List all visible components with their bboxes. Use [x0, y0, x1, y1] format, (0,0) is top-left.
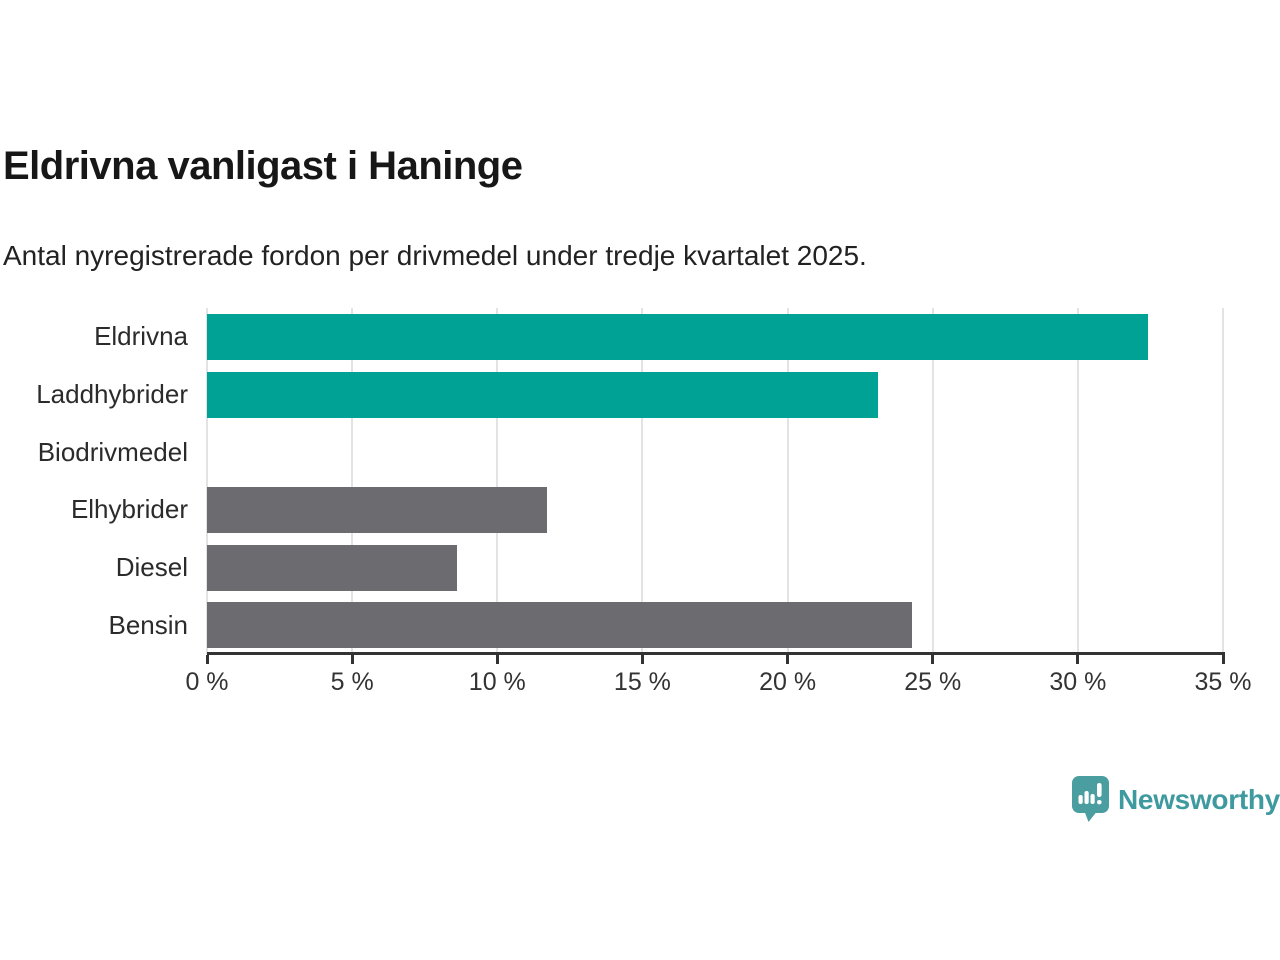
- x-tick-label: 10 %: [468, 668, 526, 696]
- gridline: [496, 308, 499, 654]
- chart-subtitle: Antal nyregistrerade fordon per drivmede…: [3, 240, 867, 271]
- x-tick: [495, 655, 499, 664]
- x-tick: [640, 655, 644, 664]
- bar-elhybrider: [207, 486, 547, 533]
- x-tick: [786, 655, 790, 664]
- x-axis-line: [207, 652, 1225, 655]
- x-tick: [931, 655, 935, 664]
- bar-bensin: [207, 602, 913, 649]
- x-axis-ticks: [205, 655, 1225, 664]
- bar-diesel: [207, 544, 457, 591]
- x-tick: [350, 655, 354, 664]
- gridline: [206, 308, 208, 654]
- gridline: [786, 308, 789, 654]
- newsworthy-wordmark: Newsworthy: [1118, 783, 1280, 815]
- newsworthy-logo: Newsworthy: [1072, 776, 1280, 823]
- x-tick: [1076, 655, 1080, 664]
- y-axis-label: Bensin: [108, 609, 189, 640]
- bar-eldrivna: [207, 313, 1148, 360]
- y-axis-label: Biodrivmedel: [37, 436, 188, 467]
- x-tick-label: 5 %: [330, 668, 374, 696]
- x-tick-label: 35 %: [1194, 668, 1252, 696]
- y-axis-label: Diesel: [115, 551, 188, 582]
- gridline: [351, 308, 354, 654]
- y-axis-labels: Eldrivna Laddhybrider Biodrivmedel Elhybrid…: [0, 308, 188, 654]
- gridline: [641, 308, 644, 654]
- gridline: [1076, 308, 1079, 654]
- chart-title: Eldrivna vanligast i Haninge: [3, 144, 523, 188]
- x-tick-label: 25 %: [904, 668, 962, 696]
- x-tick-label: 30 %: [1049, 668, 1107, 696]
- plot-area: [206, 308, 1224, 654]
- x-axis-tick-labels: 0 % 5 % 10 % 15 % 20 % 25 % 30 % 35 %: [185, 668, 1251, 702]
- y-axis-label: Elhybrider: [70, 494, 188, 525]
- x-tick: [205, 655, 209, 664]
- y-axis-label: Laddhybrider: [36, 378, 188, 409]
- x-tick-label: 15 %: [613, 668, 671, 696]
- gridline: [931, 308, 934, 654]
- x-tick: [1221, 655, 1225, 664]
- bar-laddhybrider: [207, 371, 878, 418]
- bar-chart-speech-bubble-icon: [1072, 776, 1109, 822]
- x-tick-label: 0 %: [185, 668, 229, 696]
- y-axis-label: Eldrivna: [94, 321, 188, 352]
- gridline: [1222, 308, 1224, 654]
- x-tick-label: 20 %: [759, 668, 817, 696]
